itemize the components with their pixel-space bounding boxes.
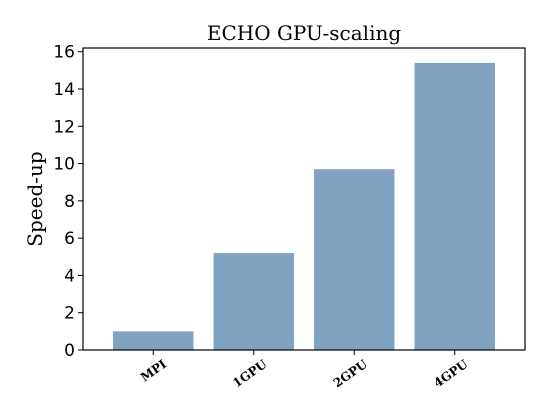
x-tick-label: 4GPU	[431, 357, 471, 391]
y-tick-label: 12	[53, 117, 75, 137]
y-tick-label: 6	[64, 229, 75, 249]
y-tick-label: 14	[53, 80, 75, 100]
x-axis: MPI 1GPU 2GPU 4GPU	[138, 350, 471, 390]
y-tick-label: 8	[64, 192, 75, 212]
bar-2gpu	[314, 169, 395, 350]
y-tick-label: 2	[64, 304, 75, 324]
bar-1gpu	[213, 253, 294, 350]
y-tick-label: 0	[64, 341, 75, 361]
bar-4gpu	[414, 62, 495, 350]
x-tick-label: MPI	[138, 357, 169, 385]
y-axis-label: Speed-up	[23, 151, 47, 246]
plot-frame	[82, 47, 526, 351]
bars-layer	[113, 62, 495, 350]
y-tick-label: 16	[53, 43, 75, 63]
y-tick-label: 4	[64, 266, 75, 286]
x-tick-label: 1GPU	[230, 357, 270, 391]
y-tick-label: 10	[53, 155, 75, 175]
chart-title: ECHO GPU-scaling	[207, 21, 402, 45]
x-tick-label: 2GPU	[331, 357, 371, 391]
bar-mpi	[113, 331, 194, 350]
y-axis: 0 2 4 6 8 10 12 14 16	[53, 43, 83, 361]
